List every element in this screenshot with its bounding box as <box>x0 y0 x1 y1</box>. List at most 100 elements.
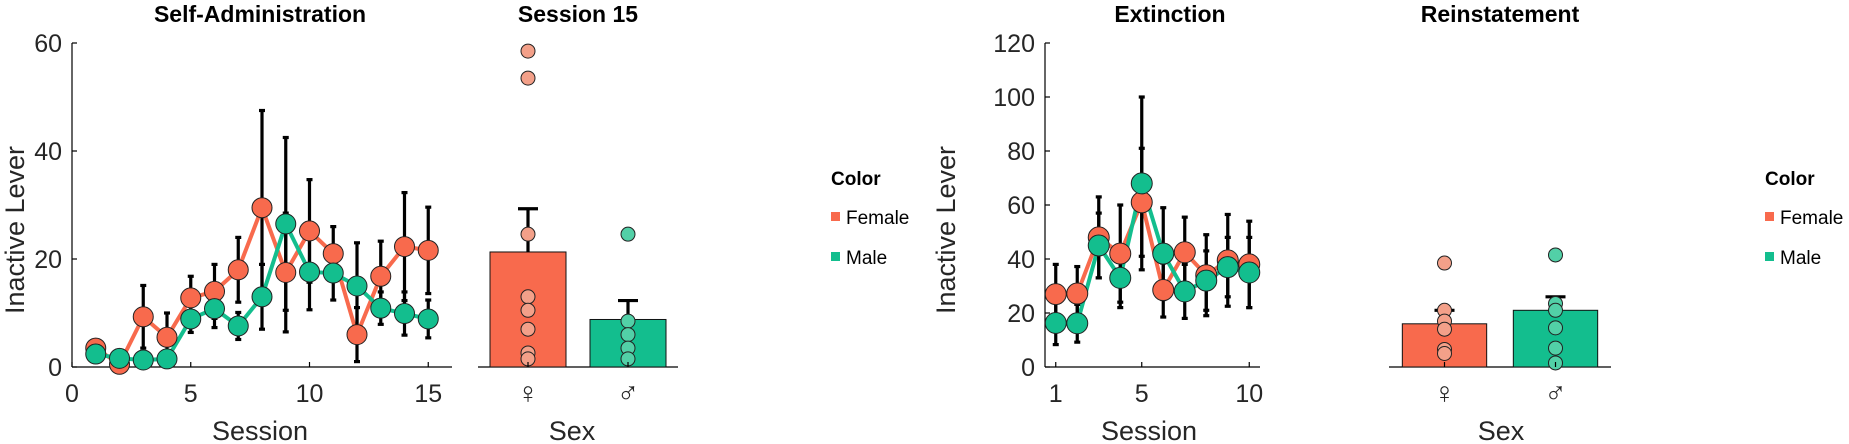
data-point-female <box>1152 279 1175 302</box>
chart-title-extinction: Extinction <box>1114 1 1225 27</box>
individual-point <box>620 327 636 343</box>
xlabel-extinction: Session <box>1101 416 1197 444</box>
data-point-female <box>1130 191 1153 214</box>
individual-point <box>520 70 536 86</box>
data-point-male <box>370 297 392 319</box>
y-tick-label: 20 <box>1007 300 1035 328</box>
data-point-male <box>1238 261 1261 284</box>
data-point-male <box>322 262 344 284</box>
data-point-male <box>1066 312 1089 335</box>
individual-point <box>1548 340 1563 356</box>
data-point-male <box>1109 266 1132 289</box>
legend-swatch-male <box>831 252 840 261</box>
data-point-female <box>227 259 249 281</box>
legend-title: Color <box>831 169 881 190</box>
xlabel-self-administration: Session <box>212 416 308 444</box>
data-point-male <box>1195 269 1218 292</box>
data-point-female <box>322 243 344 265</box>
data-point-male <box>204 298 225 320</box>
data-point-male <box>132 349 154 371</box>
data-point-female <box>275 262 297 283</box>
legend-label-male: Male <box>1780 248 1821 269</box>
x-tick-label: 0 <box>65 380 79 408</box>
data-point-male <box>275 213 297 235</box>
legend-label-female: Female <box>846 208 909 229</box>
x-tick-label: ♀ <box>517 377 540 410</box>
data-point-male <box>251 286 273 308</box>
legend-title: Color <box>1765 169 1815 190</box>
ylabel-extinction: Inactive Lever <box>931 146 961 314</box>
x-tick-label: 15 <box>414 380 442 408</box>
data-point-male <box>417 308 439 330</box>
x-tick-label: ♂ <box>617 377 640 410</box>
legend-right: Color Female Male <box>1765 169 1843 269</box>
data-point-male <box>346 275 368 297</box>
xlabel-session-15: Sex <box>549 416 596 444</box>
individual-point <box>520 321 536 337</box>
data-point-male <box>299 261 320 283</box>
legend-left: Color Female Male <box>831 169 909 269</box>
xlabel-reinstatement: Sex <box>1478 416 1525 444</box>
data-point-female <box>299 220 320 242</box>
legend-swatch-female <box>1765 212 1774 221</box>
data-point-male <box>1216 256 1239 279</box>
y-tick-label: 100 <box>993 84 1035 112</box>
y-tick-label: 40 <box>1007 246 1035 274</box>
data-point-female <box>417 239 439 261</box>
legend-swatch-female <box>831 212 840 221</box>
chart-title-reinstatement: Reinstatement <box>1421 1 1580 27</box>
data-point-female <box>370 265 392 287</box>
individual-point <box>1548 320 1563 336</box>
individual-point <box>1548 302 1563 318</box>
data-point-male <box>180 308 202 330</box>
data-point-male <box>394 303 415 325</box>
x-tick-label: 5 <box>184 380 198 408</box>
individual-point <box>520 43 536 59</box>
y-tick-label: 120 <box>993 30 1035 58</box>
panel-3: ♀ ♂ <box>1389 247 1611 410</box>
y-tick-label: 0 <box>48 354 62 382</box>
data-point-male <box>156 348 178 370</box>
individual-point <box>1437 346 1452 361</box>
individual-point <box>620 313 636 329</box>
data-point-male <box>1087 234 1110 257</box>
data-point-female <box>1066 282 1089 305</box>
individual-point <box>1437 255 1452 271</box>
data-point-male <box>1044 311 1067 334</box>
data-point-male <box>1130 172 1153 195</box>
chart-title-self-administration: Self-Administration <box>154 1 366 27</box>
data-point-female <box>346 324 368 346</box>
x-tick-label: ♀ <box>1433 377 1456 410</box>
data-point-male <box>85 343 107 365</box>
y-tick-label: 0 <box>1021 354 1035 382</box>
x-tick-label: 1 <box>1049 380 1063 408</box>
y-tick-label: 60 <box>1007 192 1035 220</box>
individual-point <box>620 226 636 242</box>
individual-point <box>520 226 536 242</box>
data-point-male <box>227 315 249 337</box>
x-tick-label: 10 <box>296 380 324 408</box>
panel-2: 0 20 40 60 80 100 120 1 5 10 <box>993 30 1263 408</box>
legend-label-female: Female <box>1780 208 1843 229</box>
legend-label-male: Male <box>846 248 887 269</box>
x-tick-label: 5 <box>1135 380 1149 408</box>
chart-title-session-15: Session 15 <box>518 1 638 27</box>
individual-point <box>1437 321 1452 337</box>
data-point-female <box>1044 283 1067 306</box>
y-tick-label: 60 <box>34 30 62 58</box>
y-tick-label: 80 <box>1007 138 1035 166</box>
data-point-female <box>251 197 273 219</box>
data-point-female <box>1173 241 1196 264</box>
x-tick-label: 10 <box>1235 380 1263 408</box>
panel-0: 0 20 40 60 0 5 10 15 <box>34 30 452 408</box>
ylabel-self-administration: Inactive Lever <box>0 146 30 314</box>
data-point-female <box>180 287 202 309</box>
data-point-female <box>156 326 178 348</box>
legend-swatch-male <box>1765 252 1774 261</box>
individual-point <box>520 302 536 318</box>
data-point-female <box>1109 242 1132 265</box>
panel-1: ♀ ♂ <box>478 43 678 410</box>
individual-point <box>520 289 536 305</box>
